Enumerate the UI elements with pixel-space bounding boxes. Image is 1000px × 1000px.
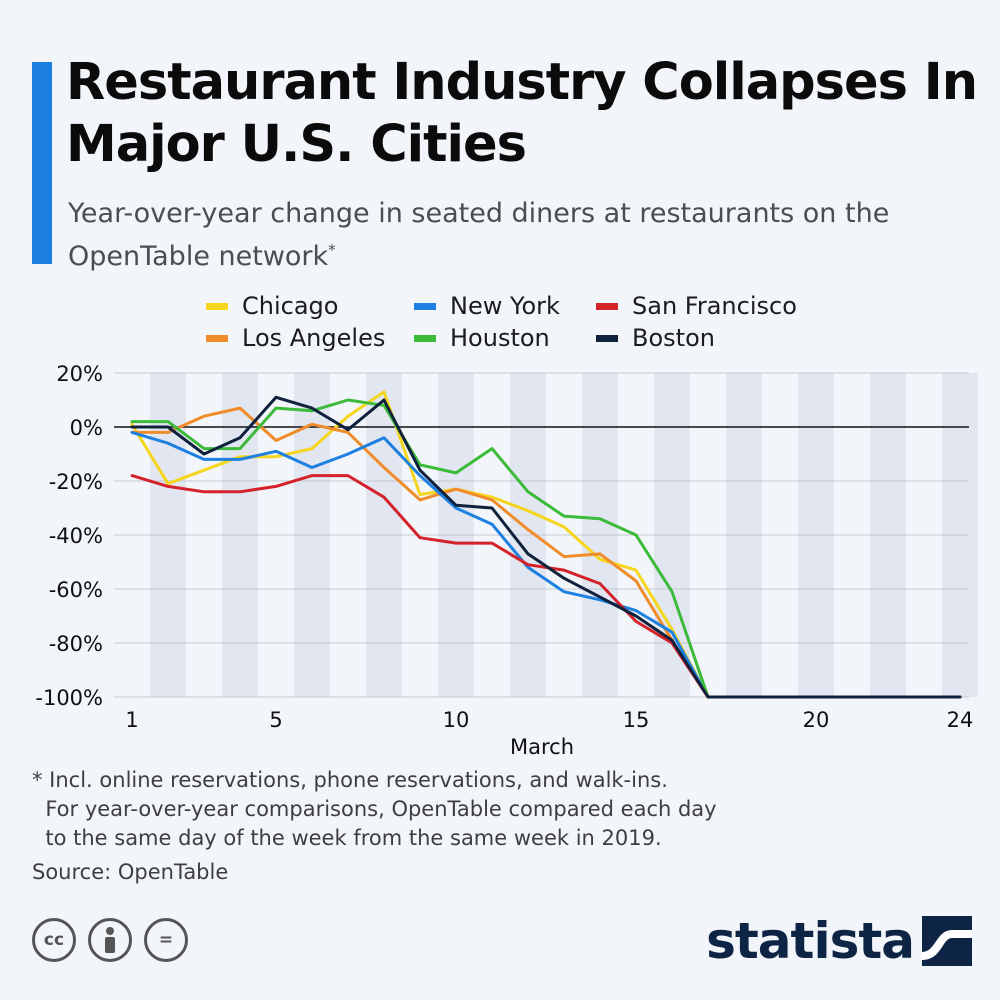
- legend-label: Houston: [450, 324, 550, 352]
- x-axis-title: March: [510, 735, 574, 759]
- legend-item: Los Angeles: [206, 324, 385, 352]
- legend-label: San Francisco: [632, 292, 797, 320]
- legend-item: San Francisco: [596, 292, 797, 320]
- y-tick-label: -40%: [49, 524, 103, 548]
- x-tick-label: 24: [947, 708, 974, 732]
- x-tick-label: 20: [803, 708, 830, 732]
- y-tick-label: -100%: [35, 686, 103, 710]
- title-accent-bar: [32, 62, 52, 264]
- x-tick-label: 5: [269, 708, 282, 732]
- series-line-boston: [130, 395, 962, 699]
- legend-label: New York: [450, 292, 560, 320]
- chart-subtitle: Year-over-year change in seated diners a…: [68, 196, 968, 275]
- legend-swatch: [596, 334, 618, 342]
- legend-label: Los Angeles: [242, 324, 386, 352]
- legend-item: New York: [414, 292, 560, 320]
- legend-item: Chicago: [206, 292, 338, 320]
- y-tick-label: 0%: [70, 416, 103, 440]
- y-tick-label: -20%: [49, 470, 103, 494]
- y-tick-label: -60%: [49, 578, 103, 602]
- cc-icon[interactable]: cc: [32, 918, 76, 962]
- legend-swatch: [596, 302, 618, 310]
- legend-label: Boston: [632, 324, 715, 352]
- x-tick-label: 15: [623, 708, 650, 732]
- line-chart: 20%0%-20%-40%-60%-80%-100%1 5 10 15 20 24Marc…: [35, 362, 978, 759]
- footnote-line: to the same day of the week from the sam…: [32, 826, 662, 850]
- person-glyph: [105, 927, 115, 953]
- chart-legend: Chicago New York San Francisco Los Angeles H…: [206, 292, 846, 356]
- legend-swatch: [206, 334, 228, 342]
- statista-logo-icon: [922, 916, 972, 966]
- footnote-line: * Incl. online reservations, phone reser…: [32, 768, 668, 792]
- x-tick-label: 10: [443, 708, 470, 732]
- subtitle-footnote-mark: *: [328, 241, 336, 259]
- license-icons: cc =: [32, 918, 188, 962]
- x-tick-label: 1: [125, 708, 138, 732]
- no-derivatives-icon[interactable]: =: [144, 918, 188, 962]
- statista-brand[interactable]: statista: [706, 912, 972, 970]
- brand-wordmark: statista: [706, 912, 915, 970]
- legend-swatch: [414, 334, 436, 342]
- legend-swatch: [206, 302, 228, 310]
- footnote: * Incl. online reservations, phone reser…: [32, 766, 932, 853]
- subtitle-text: Year-over-year change in seated diners a…: [68, 198, 890, 272]
- y-tick-label: -80%: [49, 632, 103, 656]
- attribution-icon[interactable]: [88, 918, 132, 962]
- legend-item: Boston: [596, 324, 715, 352]
- y-tick-label: 20%: [56, 362, 103, 386]
- legend-item: Houston: [414, 324, 550, 352]
- footnote-line: For year-over-year comparisons, OpenTabl…: [32, 797, 717, 821]
- legend-label: Chicago: [242, 292, 339, 320]
- chart-title: Restaurant Industry Collapses In Major U…: [66, 53, 978, 174]
- source-text: Source: OpenTable: [32, 860, 229, 884]
- legend-swatch: [414, 302, 436, 310]
